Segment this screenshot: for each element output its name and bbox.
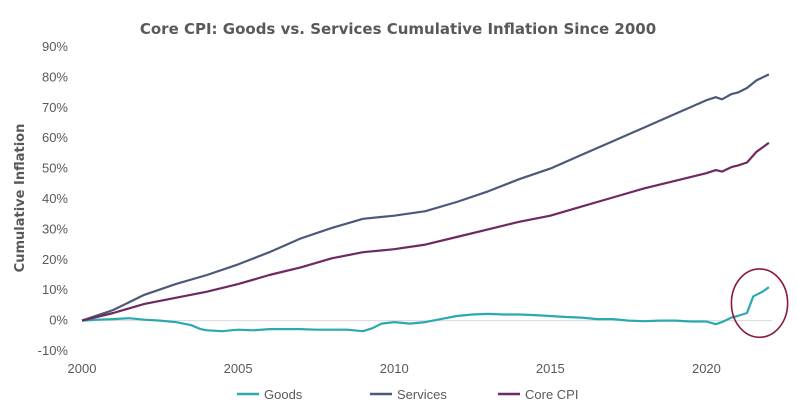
y-tick-label: 70% — [42, 100, 68, 115]
x-tick-labels: 2000 2005 2010 2015 2020 — [68, 361, 721, 376]
y-tick-label: 30% — [42, 221, 68, 236]
y-tick-label: -10% — [38, 343, 69, 358]
x-tick-label: 2000 — [68, 361, 97, 376]
y-tick-label: 0% — [49, 313, 68, 328]
legend: Goods Services Core CPI — [237, 387, 578, 402]
highlight-ellipse — [730, 268, 789, 339]
y-axis-label: Cumulative Inflation — [13, 124, 28, 273]
y-tick-labels: -10% 0% 10% 20% 30% 40% 50% 60% 70% 80% 90% — [38, 39, 69, 358]
y-tick-label: 20% — [42, 252, 68, 267]
chart-title: Core CPI: Goods vs. Services Cumulative … — [140, 20, 656, 38]
legend-label: Core CPI — [525, 387, 578, 402]
y-tick-label: 80% — [42, 69, 68, 84]
y-tick-label: 40% — [42, 191, 68, 206]
y-tick-label: 90% — [42, 39, 68, 54]
x-tick-label: 2010 — [380, 361, 409, 376]
x-tick-label: 2020 — [692, 361, 721, 376]
x-tick-label: 2005 — [224, 361, 253, 376]
x-tick-label: 2015 — [536, 361, 565, 376]
series-line-services — [81, 73, 770, 322]
y-tick-label: 10% — [42, 282, 68, 297]
series-line-core-cpi — [81, 141, 770, 322]
y-tick-label: 50% — [42, 161, 68, 176]
series-line-goods — [81, 286, 770, 333]
y-tick-label: 60% — [42, 130, 68, 145]
series-lines — [81, 73, 770, 333]
legend-label: Goods — [264, 387, 303, 402]
legend-label: Services — [397, 387, 447, 402]
